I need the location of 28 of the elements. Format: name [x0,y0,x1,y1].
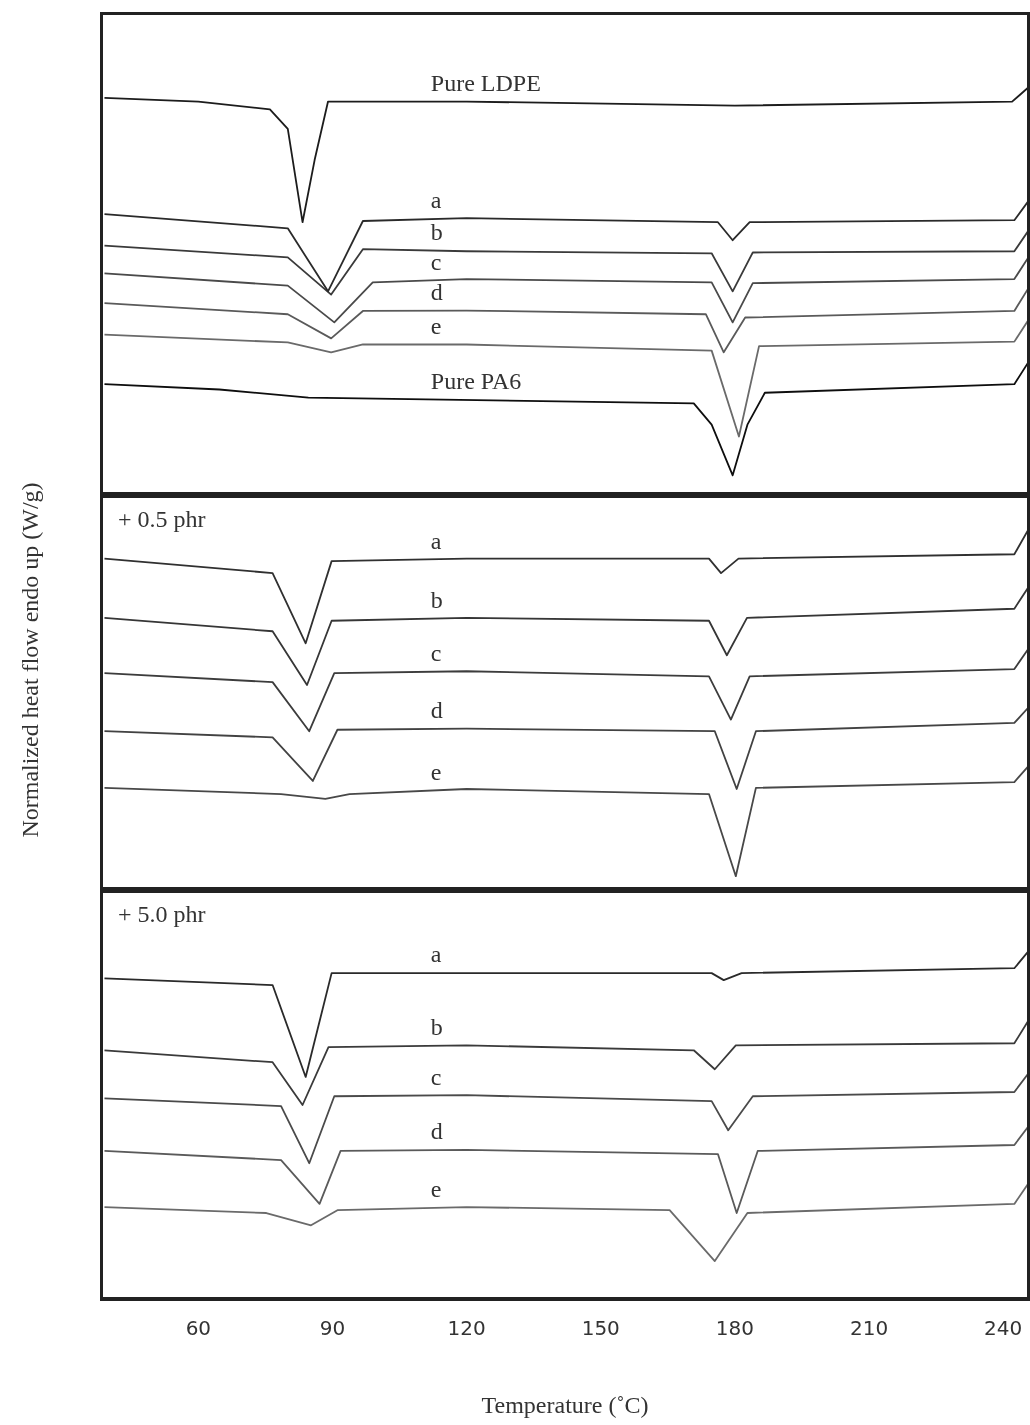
series-label: a [430,187,442,214]
x-tick-label: 150 [581,1316,620,1341]
series-label: c [430,640,442,667]
series-label: d [430,278,443,305]
chart-title: + 5.0 phr [118,901,206,928]
series-label: Pure PA6 [430,367,522,394]
x-tick-label: 210 [849,1316,889,1341]
series-label: e [430,758,442,785]
series-label: b [430,586,443,613]
y-axis-title: Normalized heat flow endo up (W/g) [16,482,44,838]
series-label: d [430,697,443,724]
series-label: c [430,248,442,275]
series-label: e [430,312,442,339]
x-tick-label: 240 [984,1316,1023,1341]
x-tick-label: 180 [715,1316,754,1341]
x-axis-title: Temperature (˚C) [481,1392,649,1419]
series-label: a [430,941,442,968]
series-label: d [430,1118,443,1145]
series-label: a [430,527,442,554]
x-tick-label: 90 [319,1316,346,1341]
series-label: b [430,1014,443,1041]
series-label: b [430,218,443,245]
series-label: c [430,1063,442,1090]
series-label: Pure LDPE [430,69,541,96]
series-label: e [430,1176,442,1203]
x-tick-label: 60 [185,1316,212,1341]
chart-title: + 0.5 phr [118,506,206,533]
x-tick-label: 120 [447,1316,486,1341]
